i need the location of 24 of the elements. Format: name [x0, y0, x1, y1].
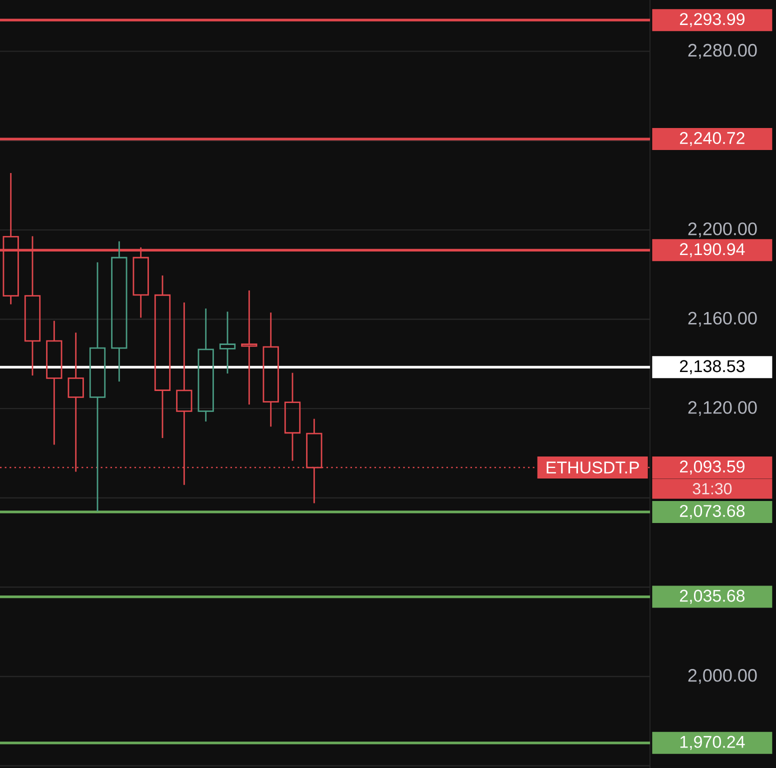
text: 31:30 [692, 483, 732, 494]
ref-line-label: 2,035.68 [680, 590, 745, 604]
ref-line-label: 2,093.59 [680, 460, 744, 475]
y-tick-label: 2,120.00 [688, 401, 757, 416]
candlestick [89, 262, 106, 512]
ref-line-label: 2,293.99 [680, 13, 744, 28]
ref-line-label: 2,138.53 [680, 360, 745, 374]
candlestick [154, 274, 171, 439]
candlestick [241, 290, 258, 406]
ref-line-label: 2,073.68 [680, 504, 745, 519]
y-tick-label: 2,280.00 [688, 44, 757, 59]
candlestick [262, 312, 279, 428]
ref-line-label: 1,970.24 [680, 736, 745, 750]
candlestick [219, 310, 236, 374]
candlestick [198, 308, 214, 422]
candlestick [111, 240, 128, 382]
ref-line-label: 2,190.94 [680, 243, 745, 258]
y-tick-label: 2,000.00 [688, 669, 757, 684]
y-tick-label: 2,160.00 [688, 312, 757, 327]
annotation: ETHUSDT.P [546, 461, 639, 474]
candlestick [284, 372, 301, 462]
y-tick-label: 2,200.00 [688, 222, 757, 238]
ref-line-label: 2,240.72 [680, 132, 744, 146]
candlestick [46, 320, 62, 446]
